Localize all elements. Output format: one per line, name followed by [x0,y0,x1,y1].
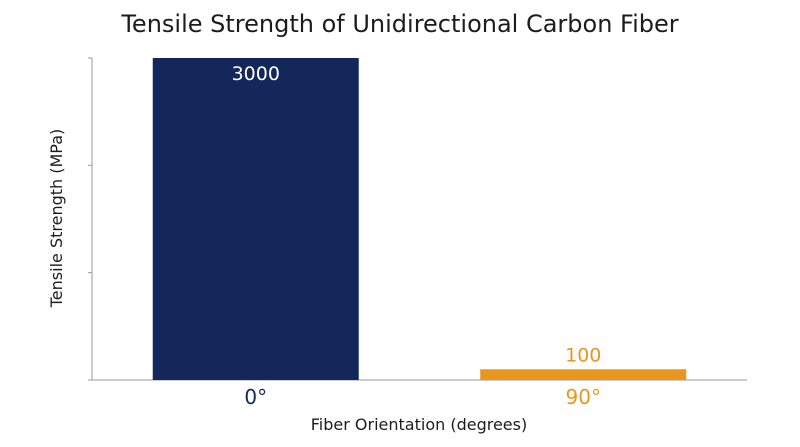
value-label-0: 3000 [232,63,280,85]
value-labels-group: 3000 100 [232,63,602,366]
x-axis-label: Fiber Orientation (degrees) [311,415,527,434]
bar-1 [480,369,687,380]
value-label-1: 100 [565,344,601,366]
y-axis-ticks [88,57,92,381]
bars-group [152,58,687,380]
chart-title: Tensile Strength of Unidirectional Carbo… [120,10,678,38]
category-label-1: 90° [566,385,601,409]
category-labels-group: 0° 90° [244,385,601,409]
y-axis [88,57,93,381]
bar-0 [152,58,359,380]
y-axis-label: Tensile Strength (MPa) [47,129,66,309]
category-label-0: 0° [244,385,267,409]
